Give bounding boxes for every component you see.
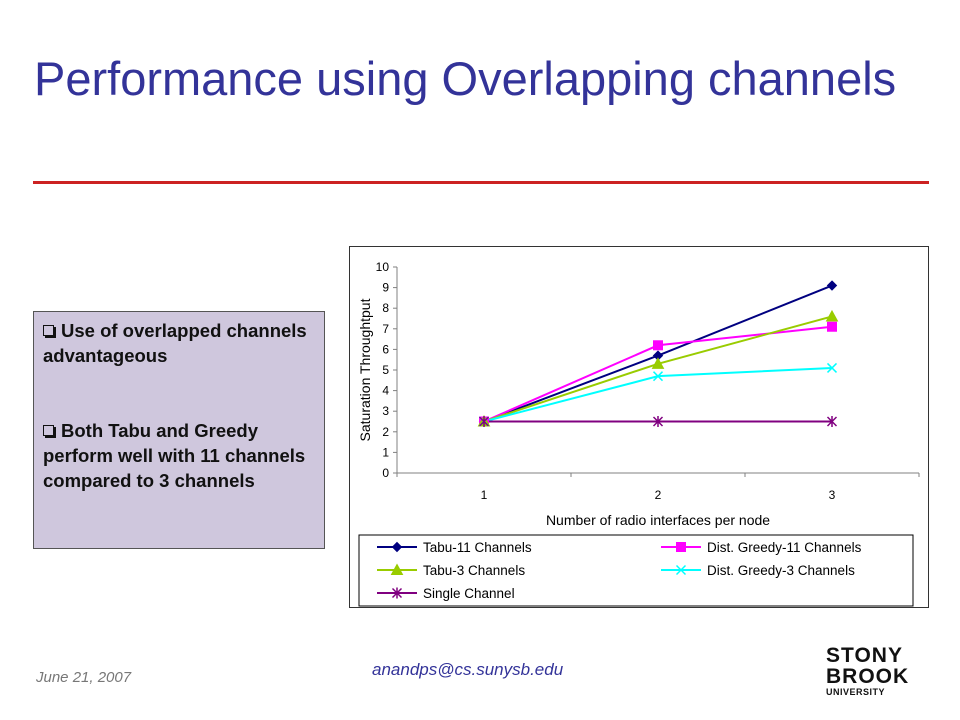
- legend-label: Dist. Greedy-3 Channels: [707, 563, 855, 578]
- x-tick-label: 2: [655, 488, 662, 502]
- y-tick-label: 5: [382, 363, 389, 377]
- legend-box: [358, 534, 914, 607]
- bullet-text: Use of overlapped channels advantageous: [43, 320, 307, 366]
- title-divider: [33, 181, 929, 184]
- y-tick-label: 7: [382, 322, 389, 336]
- data-point: [478, 416, 490, 427]
- square-bullet-icon: [43, 425, 54, 436]
- data-point: [825, 309, 839, 322]
- x-tick-label: 3: [829, 488, 836, 502]
- y-tick-label: 8: [382, 301, 389, 315]
- x-axis-label: Number of radio interfaces per node: [546, 512, 770, 528]
- logo-line: STONY: [826, 644, 903, 667]
- legend-marker: [391, 541, 403, 553]
- university-logo: STONY BROOK UNIVERSITY: [826, 644, 912, 697]
- data-point: [826, 416, 838, 427]
- data-point: [826, 362, 838, 373]
- y-tick-label: 0: [382, 466, 389, 480]
- data-point: [827, 321, 837, 332]
- legend-marker: [390, 563, 404, 575]
- logo-line: UNIVERSITY: [826, 687, 886, 697]
- y-tick-label: 9: [382, 281, 389, 295]
- y-axis-label: Saturation Throughtput: [357, 298, 373, 441]
- y-tick-label: 3: [382, 404, 389, 418]
- line-chart: 0 1 2 3 4 5 6 7 8 9 10 1 2 3 Number of radio interface…: [357, 260, 920, 607]
- square-bullet-icon: [43, 325, 54, 336]
- y-tick-label: 10: [376, 260, 390, 274]
- footer-date: June 21, 2007: [36, 669, 132, 686]
- y-tick-label: 6: [382, 342, 389, 356]
- data-point: [653, 340, 663, 351]
- legend-marker: [675, 564, 687, 576]
- x-tick-label: 1: [481, 488, 488, 502]
- y-tick-label: 1: [382, 445, 389, 459]
- bullet-item: Use of overlapped channels advantageous: [43, 318, 320, 368]
- legend-label: Tabu-11 Channels: [423, 540, 532, 555]
- legend-label: Single Channel: [423, 586, 515, 601]
- logo-line: BROOK: [826, 665, 910, 688]
- legend-marker: [676, 542, 686, 552]
- y-tick-label: 2: [382, 425, 389, 439]
- bullet-text: Both Tabu and Greedy perform well with 1…: [43, 420, 306, 491]
- data-point: [652, 416, 664, 427]
- bullet-item: Both Tabu and Greedy perform well with 1…: [43, 418, 320, 493]
- legend-marker: [391, 587, 403, 599]
- data-point: [651, 357, 665, 369]
- bullet-box: Use of overlapped channels advantageous …: [33, 311, 325, 549]
- legend-label: Dist. Greedy-11 Channels: [707, 540, 862, 555]
- data-point: [652, 371, 664, 382]
- chart-frame: 0 1 2 3 4 5 6 7 8 9 10 1 2 3 Number of radio interface…: [349, 246, 929, 608]
- footer-email: anandps@cs.sunysb.edu: [372, 660, 564, 679]
- y-tick-label: 4: [382, 384, 389, 398]
- legend-label: Tabu-3 Channels: [423, 563, 525, 578]
- data-point: [826, 280, 838, 291]
- slide-title: Performance using Overlapping channels: [34, 52, 897, 105]
